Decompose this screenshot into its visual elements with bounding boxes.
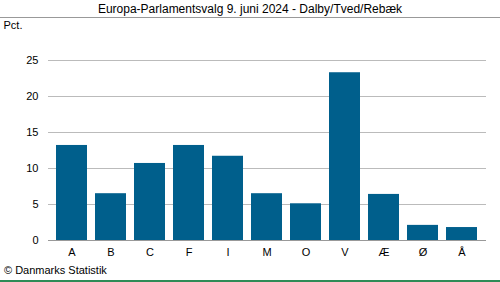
svg-text:B: B	[107, 246, 114, 258]
svg-text:O: O	[302, 246, 311, 258]
svg-text:I: I	[226, 246, 229, 258]
svg-text:Ø: Ø	[419, 246, 428, 258]
svg-text:F: F	[186, 246, 193, 258]
svg-text:V: V	[341, 246, 349, 258]
svg-text:0: 0	[32, 234, 38, 246]
html-text:Europa-Parlamentsvalg 9. juni: Europa-Parlamentsvalg 9. juni 2024 - Dal…	[97, 2, 403, 16]
svg-text:5: 5	[32, 198, 38, 210]
svg-text:Pct.: Pct.	[4, 19, 23, 31]
svg-text:15: 15	[26, 126, 38, 138]
svg-text:Å: Å	[458, 246, 466, 258]
svg-text:C: C	[146, 246, 154, 258]
svg-text:10: 10	[26, 162, 38, 174]
html-text:© Danmarks Statistik: © Danmarks Statistik	[4, 264, 107, 276]
svg-text:25: 25	[26, 54, 38, 66]
svg-text:A: A	[68, 246, 76, 258]
svg-text:Æ: Æ	[379, 246, 390, 258]
svg-text:20: 20	[26, 90, 38, 102]
svg-text:M: M	[262, 246, 271, 258]
